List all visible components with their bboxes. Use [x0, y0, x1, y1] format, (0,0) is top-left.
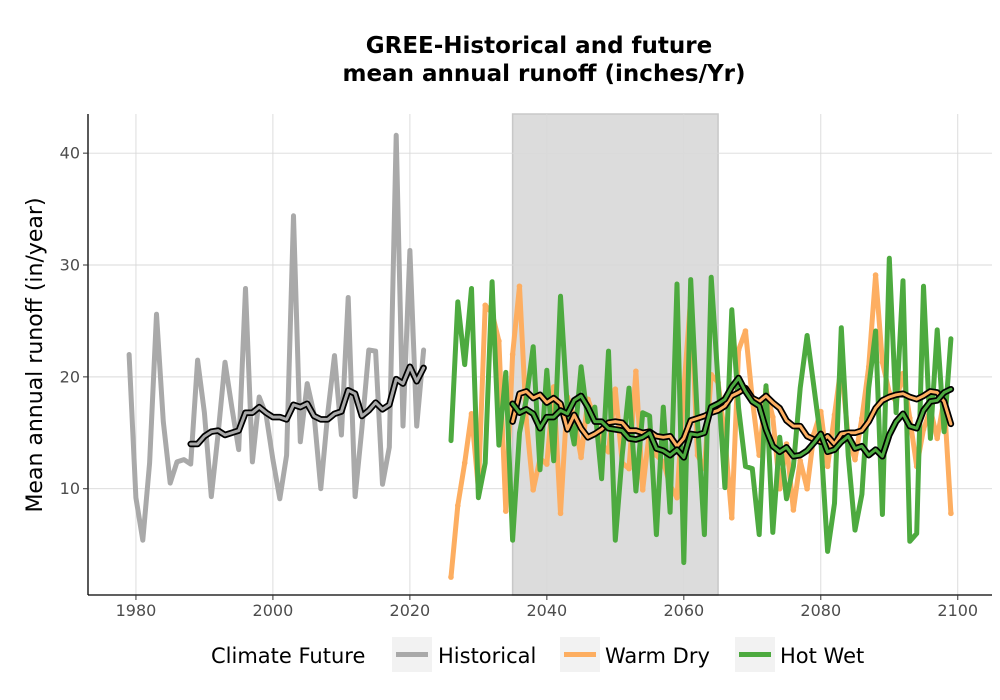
- series-point-warm-dry: [530, 487, 536, 493]
- y-tick-label: 10: [60, 479, 80, 498]
- series-point-warm-dry: [502, 508, 509, 514]
- series-point-warm-dry: [448, 574, 454, 580]
- x-tick-label: 2040: [526, 601, 567, 620]
- series-point-warm-dry: [735, 347, 742, 353]
- x-tick-label: 2000: [253, 601, 294, 620]
- series-point-warm-dry: [852, 456, 858, 463]
- series-point-warm-dry: [879, 359, 886, 366]
- series-point-warm-dry: [578, 454, 584, 461]
- y-axis-title: Mean annual runoff (in/year): [23, 197, 48, 512]
- series-point-warm-dry: [681, 387, 687, 394]
- y-tick-label: 20: [60, 367, 80, 386]
- chart-title: GREE-Historical and future: [366, 33, 713, 59]
- series-point-warm-dry: [797, 457, 804, 464]
- series-line-warm-dry-rolling-mean: [511, 386, 953, 448]
- series-point-warm-dry: [455, 502, 461, 509]
- series-point-warm-dry: [482, 302, 489, 309]
- series-point-warm-dry: [509, 351, 516, 358]
- series-point-warm-dry: [674, 494, 680, 501]
- series-point-warm-dry: [653, 452, 660, 458]
- series-point-warm-dry: [824, 463, 831, 470]
- series-point-warm-dry: [626, 465, 632, 472]
- x-tick-label: 2020: [390, 601, 431, 620]
- legend-label: Historical: [438, 644, 536, 668]
- series-point-warm-dry: [872, 272, 879, 278]
- series-line-hot-wet-rolling-mean: [511, 376, 953, 459]
- legend-label: Hot Wet: [780, 644, 864, 668]
- series-point-warm-dry: [934, 435, 941, 442]
- series-point-warm-dry: [633, 368, 639, 375]
- series-point-warm-dry: [790, 507, 797, 513]
- y-tick-label: 30: [60, 256, 80, 275]
- series-point-warm-dry: [461, 460, 468, 466]
- series-line-historical: [126, 132, 427, 543]
- chart-subtitle: mean annual runoff (inches/Yr): [342, 61, 745, 87]
- y-tick-label: 40: [60, 144, 80, 163]
- series-point-warm-dry: [544, 461, 550, 467]
- series-point-warm-dry: [920, 426, 927, 433]
- series-point-warm-dry: [804, 485, 810, 492]
- legend-title: Climate Future: [211, 644, 365, 668]
- plot-area: 1980 2000 2020 2040 2060 2080 2100 10 20 30 40: [60, 113, 992, 620]
- series-point-warm-dry: [468, 410, 475, 417]
- legend-label: Warm Dry: [605, 644, 710, 668]
- series-line-hot-wet: [448, 255, 954, 566]
- x-tick-label: 2060: [663, 601, 704, 620]
- series-point-warm-dry: [770, 414, 776, 420]
- x-tick-label: 2080: [800, 601, 841, 620]
- legend: Climate Future Historical Warm Dry Hot Wet: [211, 637, 864, 672]
- series-point-warm-dry: [742, 328, 749, 334]
- series-point-warm-dry: [523, 417, 530, 424]
- series-point-warm-dry: [728, 515, 735, 521]
- x-tick-label: 2100: [937, 601, 978, 620]
- series-point-warm-dry: [557, 510, 564, 517]
- x-tick-label: 1980: [116, 601, 157, 620]
- series-point-warm-dry: [612, 386, 619, 392]
- series-point-warm-dry: [496, 338, 502, 344]
- series-point-warm-dry: [859, 415, 865, 422]
- series-line-historical-rolling-mean: [189, 365, 426, 446]
- series-point-warm-dry: [948, 510, 954, 517]
- series-point-warm-dry: [639, 487, 646, 493]
- series-point-warm-dry: [516, 283, 523, 290]
